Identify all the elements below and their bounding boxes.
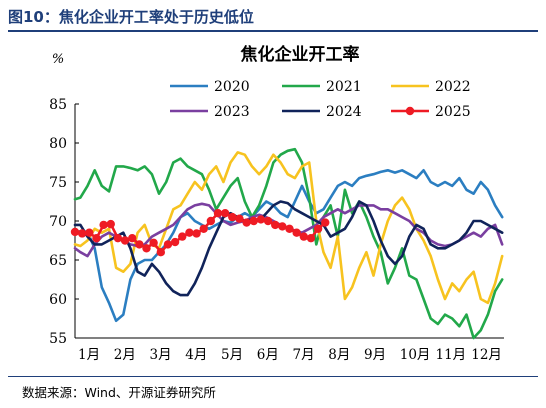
x-tick-label: 1月 [78,347,100,363]
legend-label-2023: 2023 [214,104,250,120]
legend-label-2021: 2021 [326,79,362,95]
data-point-2025 [70,227,80,237]
source-note: 数据来源：Wind、开源证券研究所 [22,385,216,400]
data-point-2025 [220,209,230,218]
series-layer [70,147,504,340]
chart-title: 焦化企业开工率 [240,44,360,65]
data-point-2025 [128,233,137,243]
data-point-2025 [228,212,237,222]
data-point-2025 [242,218,251,227]
data-point-2025 [292,228,301,237]
x-tick-label: 6月 [257,347,279,363]
legend-label-2025: 2025 [435,104,471,120]
x-tick-label: 2月 [114,347,136,363]
legend-marker-2025 [405,106,415,116]
data-point-2025 [77,229,87,238]
data-point-2025 [113,233,123,243]
bottom-rule [8,376,538,377]
data-point-2025 [256,215,266,224]
y-axis-unit: % [52,52,64,67]
series-line-2024 [73,200,504,297]
data-point-2025 [271,220,280,230]
data-point-2025 [285,224,294,233]
y-tick-label: 55 [49,331,67,347]
data-point-2025 [163,240,173,249]
data-point-2025 [192,229,201,238]
data-point-2025 [178,232,187,241]
x-tick-label: 9月 [364,347,386,363]
x-tick-label: 8月 [328,347,350,363]
x-tick-label: 10月 [400,347,431,363]
figure-title: 图10：焦化企业开工率处于历史低位 [8,8,254,26]
y-tick-label: 75 [49,175,67,191]
series-line-2020 [73,169,504,323]
data-point-2025 [99,220,108,230]
data-point-2025 [249,216,258,226]
x-tick-label: 7月 [293,347,315,363]
legend: 2020 2021 2022 2023 2024 2025 [170,79,471,120]
y-tick-label: 85 [49,97,67,113]
data-point-2025 [299,232,308,241]
y-tick-label: 65 [49,253,67,269]
data-point-2025 [106,219,115,229]
data-point-2025 [185,228,194,237]
y-tick-label: 80 [49,136,67,152]
data-point-2025 [213,209,223,218]
x-tick-label: 12月 [471,347,502,363]
legend-label-2022: 2022 [435,79,471,95]
data-point-2025 [278,222,287,231]
data-point-2025 [321,218,330,227]
x-tick-label: 4月 [185,347,207,363]
data-point-2025 [313,224,323,233]
data-point-2025 [199,224,208,233]
data-point-2025 [235,214,244,223]
data-point-2025 [206,216,216,226]
series-line-2021 [73,147,504,340]
data-point-2025 [85,228,94,237]
data-point-2025 [170,237,180,247]
data-point-2025 [92,233,101,243]
top-rule [8,30,538,32]
y-tick-label: 60 [49,292,67,308]
x-tick-label: 3月 [150,347,172,363]
x-tick-label: 5月 [221,347,243,363]
data-point-2025 [142,244,151,253]
data-point-2025 [156,248,165,257]
data-point-2025 [306,233,316,243]
data-point-2025 [149,238,158,248]
y-tick-label: 70 [49,214,67,230]
legend-label-2020: 2020 [214,79,250,95]
legend-label-2024: 2024 [326,104,362,120]
x-tick-label: 11月 [436,347,467,363]
series-line-2022 [73,151,504,305]
data-point-2025 [135,240,144,249]
axes: 55 60 65 70 75 80 85 1月 2月 3月 4月 5月 6月 7月 8月 9月 10月 11月 12… [49,97,504,363]
data-point-2025 [120,236,130,245]
data-point-2025 [263,216,273,226]
